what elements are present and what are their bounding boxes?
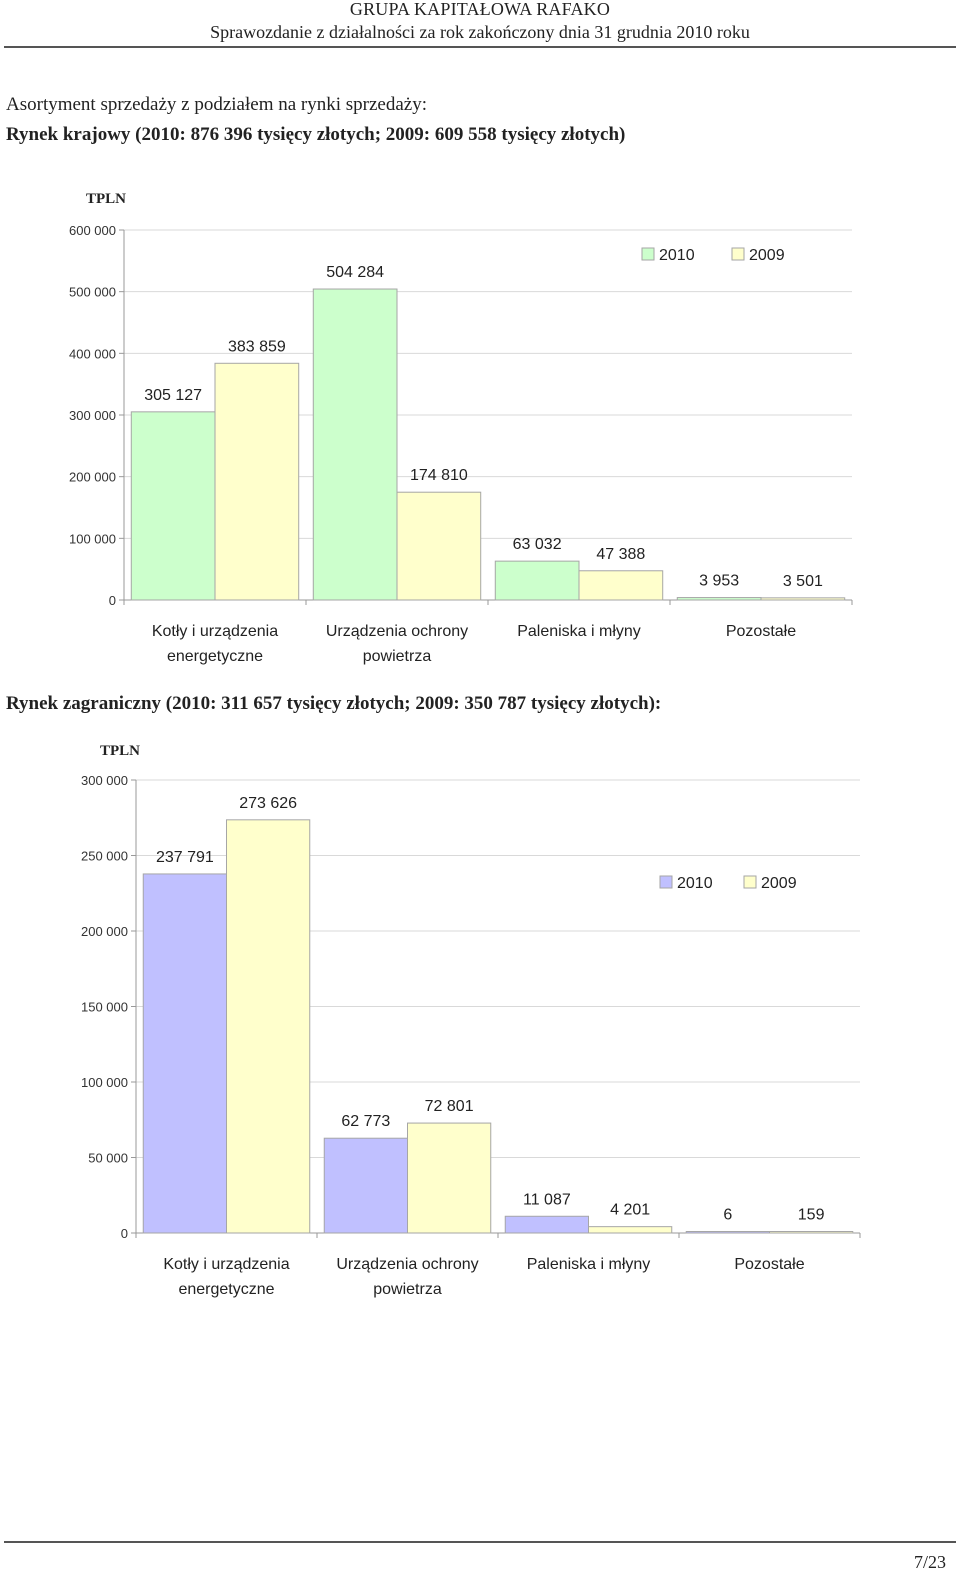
y-tick-label: 50 000 — [88, 1151, 128, 1166]
data-label: 63 032 — [513, 536, 562, 553]
legend-label-2009: 2009 — [761, 875, 797, 892]
data-label: 273 626 — [239, 795, 297, 812]
legend-label-2010: 2010 — [677, 875, 713, 892]
bar-2010 — [494, 560, 580, 601]
data-label: 3 953 — [699, 573, 739, 590]
bar-2009 — [226, 819, 311, 1234]
y-tick-label: 100 000 — [81, 1075, 128, 1090]
legend-swatch-2010 — [659, 875, 673, 889]
bar-2010 — [142, 873, 228, 1234]
domestic-sales-chart-svg: TPLN 0 100 000 200 000 300 000 400 000 500 000… — [69, 191, 853, 665]
y-tick-label: 300 000 — [69, 408, 116, 423]
data-label: 159 — [798, 1207, 825, 1224]
bar-2010 — [312, 288, 398, 601]
y-tick-label: 0 — [121, 1226, 128, 1241]
y-tick-label: 0 — [109, 593, 116, 608]
legend-swatch-2009 — [743, 875, 757, 889]
bar-2009 — [578, 570, 664, 601]
category-label: Paleniska i młyny — [527, 1256, 651, 1273]
section-title: Asortyment sprzedaży z podziałem na rynk… — [6, 94, 428, 115]
category-label: Kotły i urządzenia — [152, 623, 278, 640]
data-label: 237 791 — [156, 849, 214, 866]
legend-swatch-2009 — [731, 247, 745, 261]
y-unit-label: TPLN — [86, 191, 126, 207]
y-tick-label: 200 000 — [69, 470, 116, 485]
category-label: Kotły i urządzenia — [163, 1256, 289, 1273]
foreign-market-heading: Rynek zagraniczny (2010: 311 657 tysięcy… — [6, 693, 662, 714]
data-label: 3 501 — [783, 573, 823, 590]
bar-2010 — [676, 597, 762, 601]
domestic-market-heading: Rynek krajowy (2010: 876 396 tysięcy zło… — [6, 124, 626, 145]
y-tick-label: 200 000 — [81, 924, 128, 939]
bar-2010 — [130, 411, 216, 601]
data-label: 72 801 — [425, 1098, 474, 1115]
data-label: 4 201 — [610, 1202, 650, 1219]
category-label: Pozostałe — [726, 623, 796, 640]
footer-divider — [4, 1541, 956, 1543]
bar-2009 — [760, 597, 846, 601]
legend-label-2010: 2010 — [659, 247, 695, 264]
foreign-sales-chart: TPLN 0 50 000 100 000 150 000 200 000 250 000 3… — [0, 730, 960, 1325]
data-label: 504 284 — [326, 264, 384, 281]
bar-2009 — [407, 1122, 492, 1234]
data-label: 305 127 — [144, 387, 202, 404]
y-tick-label: 150 000 — [81, 1000, 128, 1015]
y-tick-label: 250 000 — [81, 849, 128, 864]
y-tick-label: 100 000 — [69, 531, 116, 546]
category-label: powietrza — [373, 1281, 442, 1298]
report-subtitle: Sprawozdanie z działalności za rok zakoń… — [210, 22, 750, 42]
y-tick-label: 500 000 — [69, 285, 116, 300]
data-label: 383 859 — [228, 338, 286, 355]
y-tick-label: 600 000 — [69, 223, 116, 238]
data-label: 6 — [723, 1207, 732, 1224]
domestic-sales-chart: TPLN 0 100 000 200 000 300 000 400 000 500 000… — [0, 180, 960, 685]
foreign-sales-chart-svg: TPLN 0 50 000 100 000 150 000 200 000 250 000 3… — [81, 743, 861, 1298]
category-label: powietrza — [363, 648, 432, 665]
category-label: Urządzenia ochrony — [326, 623, 468, 640]
data-label: 62 773 — [341, 1113, 390, 1130]
bar-2009 — [214, 362, 300, 601]
bar-2009 — [396, 491, 482, 601]
legend-label-2009: 2009 — [749, 247, 785, 264]
data-label: 174 810 — [410, 467, 468, 484]
y-tick-label: 400 000 — [69, 346, 116, 361]
header-divider — [4, 46, 956, 48]
data-label: 47 388 — [596, 546, 645, 563]
bar-2009 — [769, 1231, 854, 1234]
category-label: Urządzenia ochrony — [336, 1256, 478, 1273]
page-number: 7/23 — [913, 1552, 946, 1572]
bar-2010 — [685, 1231, 770, 1234]
category-label: Pozostałe — [734, 1256, 804, 1273]
category-label: Paleniska i młyny — [517, 623, 641, 640]
category-label: energetyczne — [178, 1281, 274, 1298]
y-tick-label: 300 000 — [81, 773, 128, 788]
bar-2010 — [323, 1137, 408, 1234]
data-label: 11 087 — [523, 1191, 571, 1208]
category-label: energetyczne — [167, 648, 263, 665]
bar-2009 — [588, 1226, 673, 1234]
y-unit-label: TPLN — [100, 743, 140, 759]
page-header: GRUPA KAPITAŁOWA RAFAKO Sprawozdanie z d… — [0, 0, 960, 42]
bar-2010 — [504, 1215, 589, 1234]
company-name: GRUPA KAPITAŁOWA RAFAKO — [349, 0, 611, 19]
legend-swatch-2010 — [641, 247, 655, 261]
